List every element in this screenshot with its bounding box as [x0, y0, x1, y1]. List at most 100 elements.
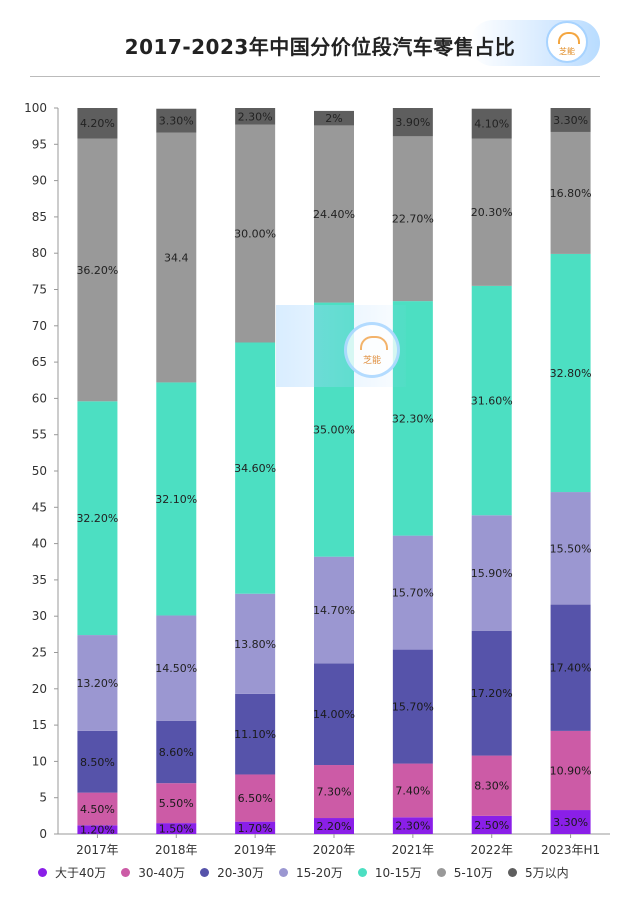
bar-segment	[550, 131, 591, 254]
data-label: 2.30%	[238, 110, 273, 123]
data-label: 2.30%	[395, 820, 430, 833]
data-label: 34.60%	[234, 462, 276, 475]
legend-item: 30-40万	[121, 862, 185, 882]
brand-logo-text: 芝能	[559, 47, 575, 56]
bar-segment	[392, 817, 433, 834]
data-label: 31.60%	[471, 395, 513, 408]
y-tick-label: 65	[32, 355, 47, 369]
legend-swatch	[200, 867, 210, 877]
bar-segment	[392, 763, 433, 818]
bar-segment	[77, 401, 118, 636]
bar-segment	[471, 815, 512, 834]
y-tick-label: 30	[32, 609, 47, 623]
y-tick-label: 40	[32, 537, 47, 551]
bar-segment	[550, 492, 591, 605]
data-label: 30.00%	[234, 228, 276, 241]
x-tick-label: 2020年	[313, 843, 356, 857]
data-label: 15.50%	[550, 542, 592, 555]
legend-item: 15-20万	[279, 862, 343, 882]
legend-label: 20-30万	[217, 865, 265, 880]
data-label: 4.50%	[80, 803, 115, 816]
x-tick-label: 2022年	[470, 843, 513, 857]
legend-swatch	[436, 867, 446, 877]
data-label: 22.70%	[392, 213, 434, 226]
legend-label: 5-10万	[453, 865, 494, 880]
bar-segment	[471, 755, 512, 816]
y-tick-label: 75	[32, 283, 47, 297]
data-label: 2%	[325, 112, 342, 125]
bar-segment	[314, 663, 354, 766]
y-tick-label: 70	[32, 319, 47, 333]
data-label: 32.20%	[76, 512, 118, 525]
legend-item: 大于40万	[38, 862, 106, 882]
bar-segment	[77, 635, 118, 731]
data-label: 32.80%	[550, 367, 592, 380]
data-label: 4.10%	[474, 118, 509, 131]
data-label: 8.50%	[80, 756, 115, 769]
bar-segment	[77, 108, 118, 139]
y-tick-label: 100	[24, 101, 47, 115]
y-tick-label: 35	[32, 573, 47, 587]
legend-label: 10-15万	[374, 865, 422, 880]
data-label: 3.30%	[553, 114, 588, 127]
data-label: 14.00%	[313, 708, 355, 721]
bar-segment	[235, 774, 276, 822]
data-label: 8.30%	[474, 780, 509, 793]
data-label: 13.20%	[76, 677, 118, 690]
bar-segment	[550, 253, 591, 493]
data-label: 2.20%	[317, 820, 352, 833]
bar-segment	[235, 821, 276, 834]
data-label: 6.50%	[238, 792, 273, 805]
bar-segment	[392, 108, 433, 137]
x-tick-label: 2023年H1	[541, 843, 600, 857]
y-tick-label: 50	[32, 464, 47, 478]
bar-segment	[314, 125, 354, 303]
bar-segment	[314, 818, 354, 834]
data-label: 15.70%	[392, 701, 434, 714]
bar-segment	[471, 285, 512, 516]
bar-segment	[471, 630, 512, 756]
legend-swatch	[508, 867, 518, 877]
data-label: 1.20%	[80, 824, 115, 837]
data-label: 11.10%	[234, 728, 276, 741]
data-label: 5.50%	[159, 797, 194, 810]
bar-segment	[156, 108, 197, 133]
bar-segment	[471, 138, 512, 286]
data-label: 32.10%	[155, 493, 197, 506]
data-label: 8.60%	[159, 746, 194, 759]
bar-segment	[235, 108, 276, 125]
bar-segment	[156, 720, 197, 784]
y-tick-label: 95	[32, 137, 47, 151]
bar-segment	[314, 110, 354, 126]
data-label: 10.90%	[550, 764, 592, 777]
data-label: 32.30%	[392, 412, 434, 425]
data-label: 15.70%	[392, 587, 434, 600]
data-label: 7.40%	[395, 784, 430, 797]
legend-item: 5-10万	[436, 862, 494, 882]
bar-segment	[156, 382, 197, 616]
legend-label: 5万以内	[525, 865, 569, 880]
data-label: 17.40%	[550, 662, 592, 675]
y-tick-label: 0	[39, 827, 47, 841]
bar-segment	[235, 593, 276, 694]
car-icon	[558, 32, 580, 44]
y-tick-label: 60	[32, 391, 47, 405]
bar-segment	[77, 730, 118, 793]
chart-title: 2017-2023年中国分价位段汽车零售占比	[124, 35, 516, 59]
legend-swatch	[121, 867, 131, 877]
bar-segment	[156, 615, 197, 721]
bar-segment	[471, 108, 512, 139]
bar-segment	[550, 810, 591, 834]
bar-segment	[550, 604, 591, 731]
bar-segment	[550, 108, 591, 132]
bar-segment	[235, 342, 276, 594]
bar-segment	[77, 792, 118, 826]
bar-segment	[471, 515, 512, 631]
header: 2017-2023年中国分价位段汽车零售占比 芝能	[0, 0, 640, 80]
data-label: 3.30%	[159, 115, 194, 128]
data-label: 16.80%	[550, 187, 592, 200]
bar-segment	[392, 535, 433, 650]
x-tick-label: 2021年	[392, 843, 435, 857]
legend-item: 20-30万	[200, 862, 264, 882]
